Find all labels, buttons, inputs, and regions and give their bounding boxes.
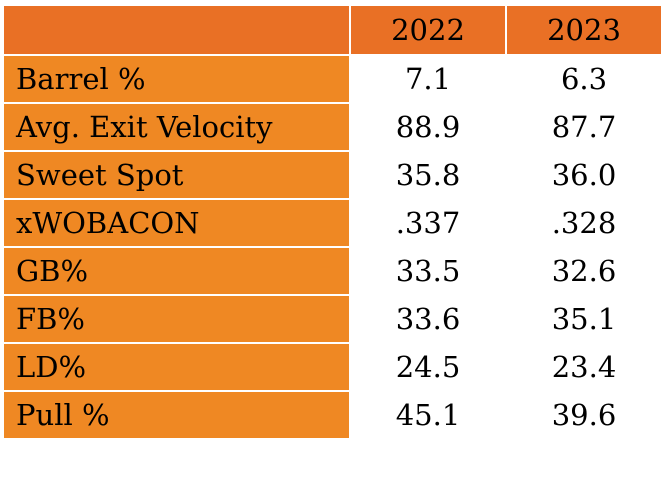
row-label: Pull %: [2, 390, 351, 440]
cell-2022: 35.8: [349, 150, 507, 200]
row-label: Avg. Exit Velocity: [2, 102, 351, 152]
header-year-2022: 2022: [349, 4, 507, 56]
cell-2023: 39.6: [505, 390, 663, 440]
cell-2023: 6.3: [505, 54, 663, 104]
header-row: 2022 2023: [2, 4, 663, 56]
table-row: Pull % 45.1 39.6: [2, 390, 663, 440]
cell-2022: 45.1: [349, 390, 507, 440]
table-row: xWOBACON .337 .328: [2, 198, 663, 248]
table-row: Sweet Spot 35.8 36.0: [2, 150, 663, 200]
cell-2022: .337: [349, 198, 507, 248]
cell-2023: 23.4: [505, 342, 663, 392]
table-row: GB% 33.5 32.6: [2, 246, 663, 296]
table-row: FB% 33.6 35.1: [2, 294, 663, 344]
cell-2023: 32.6: [505, 246, 663, 296]
cell-2023: .328: [505, 198, 663, 248]
row-label: LD%: [2, 342, 351, 392]
row-label: GB%: [2, 246, 351, 296]
cell-2022: 33.6: [349, 294, 507, 344]
row-label: FB%: [2, 294, 351, 344]
row-label: Barrel %: [2, 54, 351, 104]
header-corner-cell: [2, 4, 351, 56]
table-row: LD% 24.5 23.4: [2, 342, 663, 392]
cell-2022: 88.9: [349, 102, 507, 152]
cell-2022: 33.5: [349, 246, 507, 296]
table-row: Barrel % 7.1 6.3: [2, 54, 663, 104]
stats-table: 2022 2023 Barrel % 7.1 6.3 Avg. Exit Vel…: [2, 4, 663, 440]
table-row: Avg. Exit Velocity 88.9 87.7: [2, 102, 663, 152]
cell-2023: 87.7: [505, 102, 663, 152]
cell-2023: 36.0: [505, 150, 663, 200]
header-year-2023: 2023: [505, 4, 663, 56]
cell-2023: 35.1: [505, 294, 663, 344]
cell-2022: 24.5: [349, 342, 507, 392]
row-label: Sweet Spot: [2, 150, 351, 200]
cell-2022: 7.1: [349, 54, 507, 104]
row-label: xWOBACON: [2, 198, 351, 248]
